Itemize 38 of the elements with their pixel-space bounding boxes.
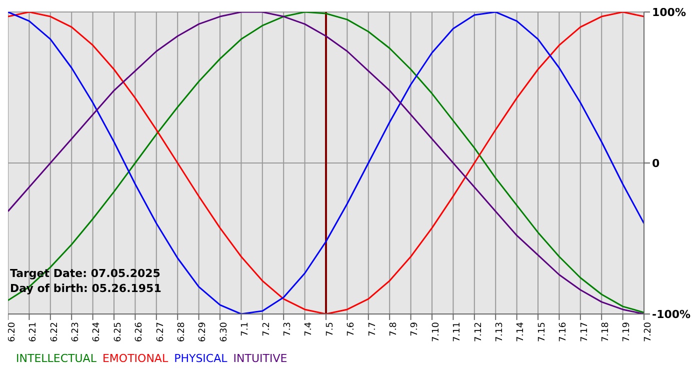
x-tick-label: 7.3 [282,322,293,336]
y-tick-label: 100% [652,6,686,19]
x-tick-label: 7.12 [474,322,484,342]
x-tick-label: 6.28 [176,322,187,342]
x-tick-label: 7.10 [431,322,442,342]
x-tick-label: 6.23 [70,322,81,342]
x-tick-label: 6.30 [219,322,230,342]
x-tick-label: 6.20 [7,322,18,342]
x-tick-label: 7.6 [346,322,357,336]
x-tick-label: 6.25 [113,322,124,342]
x-tick-label: 7.19 [622,322,632,342]
x-tick-label: 7.20 [643,322,654,342]
x-tick-label: 6.24 [92,322,102,342]
y-tick-label: -100% [652,308,691,321]
x-tick-label: 6.29 [198,322,208,342]
x-tick-label: 7.14 [516,322,526,342]
x-tick-label: 7.8 [388,322,399,336]
x-tick-label: 7.7 [368,322,378,336]
text: INTELLECTUAL [16,352,96,365]
x-tick-label: 7.11 [452,322,463,342]
x-tick-label: 7.9 [410,322,420,336]
x-tick-label: 7.4 [304,322,314,336]
x-tick-label: 7.5 [325,322,336,336]
x-tick-label: 7.17 [580,322,590,342]
x-tick-label: 7.1 [240,322,251,336]
y-tick-label: 0 [652,156,660,170]
x-tick-label: 6.26 [134,322,145,342]
text: PHYSICAL [174,352,228,365]
x-tick-label: 6.27 [156,322,166,342]
x-tick-label: 6.21 [28,322,39,342]
x-tick-label: 7.18 [600,322,611,342]
x-tick-label: 7.2 [262,322,272,336]
x-tick-label: 7.13 [494,322,505,342]
x-tick-label: 7.16 [558,322,569,342]
x-tick-label: 7.15 [537,322,548,342]
text: INTUITIVE [233,352,288,365]
text: EMOTIONAL [102,352,168,365]
x-tick-label: 6.22 [50,322,60,342]
